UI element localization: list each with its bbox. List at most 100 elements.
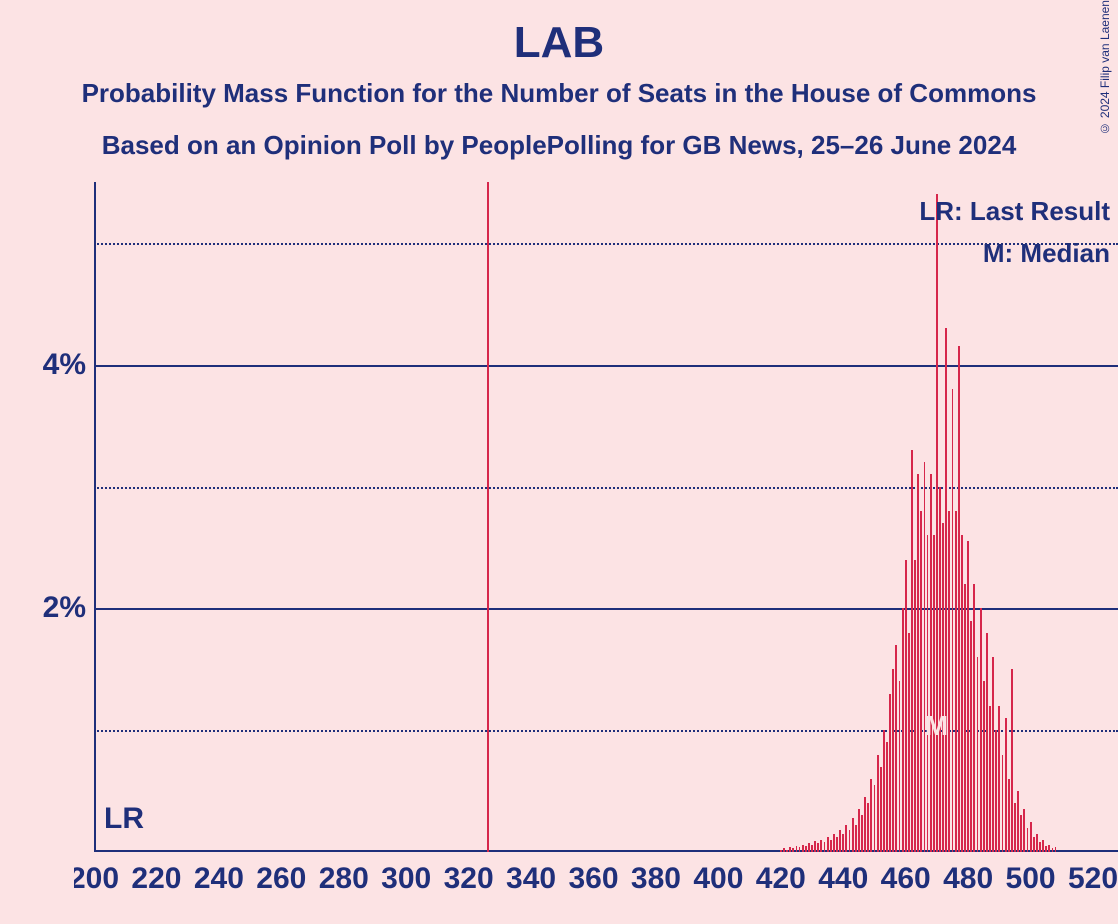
pmf-bar: [911, 450, 913, 852]
pmf-bar: [802, 845, 804, 852]
pmf-bar: [858, 809, 860, 852]
y-axis: [94, 182, 96, 852]
pmf-bar: [930, 474, 932, 852]
pmf-bar: [945, 328, 947, 852]
pmf-bar: [986, 633, 988, 852]
pmf-bar: [814, 841, 816, 852]
pmf-bar: [1033, 837, 1035, 852]
pmf-bar: [952, 389, 954, 852]
pmf-bar: [886, 742, 888, 852]
x-tick-label: 380: [631, 862, 681, 896]
pmf-bar: [874, 785, 876, 852]
x-tick-label: 400: [693, 862, 743, 896]
pmf-bar: [849, 830, 851, 852]
pmf-bar: [880, 767, 882, 852]
pmf-bar: [899, 681, 901, 852]
chart-title: LAB: [0, 18, 1118, 68]
x-tick-label: 300: [381, 862, 431, 896]
x-tick-label: 200: [74, 862, 119, 896]
pmf-bar: [786, 850, 788, 852]
pmf-bar: [783, 848, 785, 852]
x-tick-label: 360: [568, 862, 618, 896]
x-tick-label: 440: [818, 862, 868, 896]
pmf-bar: [1020, 815, 1022, 852]
pmf-bar: [1014, 803, 1016, 852]
x-tick-label: 260: [256, 862, 306, 896]
plot-area: LR M: [94, 182, 1118, 852]
pmf-bar: [927, 535, 929, 852]
pmf-bar: [983, 681, 985, 852]
pmf-bar: [808, 843, 810, 852]
chart-subtitle-1: Probability Mass Function for the Number…: [0, 78, 1118, 109]
pmf-bar: [933, 535, 935, 852]
pmf-bar: [820, 840, 822, 852]
pmf-bar: [905, 560, 907, 852]
pmf-bar: [967, 541, 969, 852]
x-tick-label: 460: [881, 862, 931, 896]
pmf-bar: [948, 511, 950, 852]
pmf-bar: [799, 847, 801, 852]
pmf-bar: [924, 462, 926, 852]
pmf-bar: [1045, 846, 1047, 852]
pmf-bar: [892, 669, 894, 852]
pmf-bar: [889, 694, 891, 852]
pmf-bar: [1042, 840, 1044, 852]
pmf-bar: [864, 797, 866, 852]
gridline-major: [94, 365, 1118, 367]
x-tick-label: 340: [506, 862, 556, 896]
pmf-bar: [817, 843, 819, 852]
pmf-bar: [961, 535, 963, 852]
x-axis-ticks: 2002202402602803003203403603804004204404…: [74, 862, 1118, 904]
gridline-minor: [94, 487, 1118, 489]
last-result-label: LR: [104, 802, 144, 836]
pmf-bar: [1011, 669, 1013, 852]
pmf-bar: [811, 845, 813, 852]
x-tick-label: 280: [319, 862, 369, 896]
pmf-bar: [855, 825, 857, 852]
pmf-bar: [1002, 755, 1004, 852]
pmf-bar: [1030, 822, 1032, 852]
y-tick-label: 4%: [43, 348, 86, 382]
pmf-bar: [895, 645, 897, 852]
pmf-bar: [836, 837, 838, 852]
pmf-bar: [845, 825, 847, 852]
pmf-bar: [1017, 791, 1019, 852]
x-tick-label: 480: [943, 862, 993, 896]
pmf-bar: [908, 633, 910, 852]
pmf-bar: [992, 657, 994, 852]
legend-last-result: LR: Last Result: [919, 196, 1110, 227]
pmf-bar: [980, 608, 982, 852]
last-result-line: [487, 182, 489, 852]
gridline-minor: [94, 243, 1118, 245]
x-tick-label: 240: [194, 862, 244, 896]
pmf-bar: [780, 850, 782, 852]
pmf-bar: [998, 706, 1000, 852]
pmf-bar: [1048, 845, 1050, 852]
pmf-chart: LRM LR: Last Result M: Median: [94, 182, 1118, 852]
pmf-bar: [867, 803, 869, 852]
x-tick-label: 520: [1068, 862, 1118, 896]
pmf-bar: [914, 560, 916, 852]
pmf-bar: [1005, 718, 1007, 852]
pmf-bar: [920, 511, 922, 852]
pmf-bar: [1036, 834, 1038, 852]
chart-subtitle-2: Based on an Opinion Poll by PeoplePollin…: [0, 130, 1118, 161]
pmf-bar: [792, 848, 794, 852]
median-marker: M: [925, 710, 948, 742]
pmf-bar: [824, 842, 826, 852]
pmf-bar: [936, 194, 938, 852]
copyright-text: © 2024 Filip van Laenen: [1098, 0, 1112, 135]
pmf-bar: [789, 847, 791, 852]
pmf-bar: [805, 846, 807, 852]
pmf-bar: [955, 511, 957, 852]
pmf-bar: [942, 523, 944, 852]
pmf-bar: [973, 584, 975, 852]
pmf-bar: [964, 584, 966, 852]
pmf-bar: [842, 834, 844, 852]
pmf-bar: [917, 474, 919, 852]
pmf-bar: [1023, 809, 1025, 852]
x-tick-label: 220: [131, 862, 181, 896]
pmf-bar: [877, 755, 879, 852]
pmf-bar: [970, 621, 972, 852]
pmf-bar: [1055, 847, 1057, 852]
